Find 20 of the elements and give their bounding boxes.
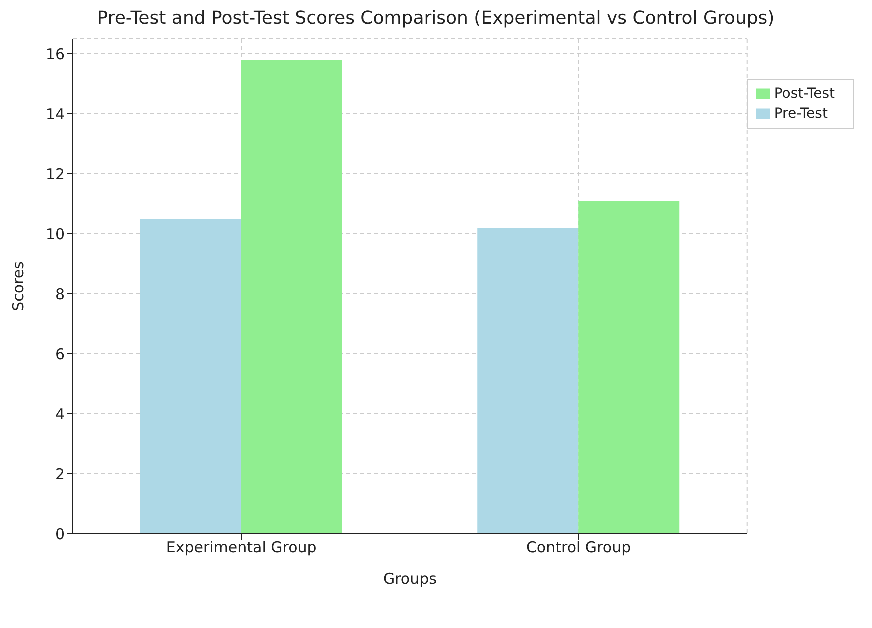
- bar: [241, 60, 342, 534]
- bar: [578, 201, 680, 534]
- bar: [478, 228, 579, 534]
- x-axis-title: Groups: [383, 570, 438, 588]
- legend-label: Post-Test: [774, 86, 835, 102]
- y-tick-label: 16: [46, 45, 65, 64]
- x-tick-label: Control Group: [526, 538, 632, 557]
- y-tick-label: 0: [55, 525, 65, 544]
- chart-title: Pre-Test and Post-Test Scores Comparison (Experimental vs Control Groups): [96, 8, 776, 29]
- y-axis-title: Scores: [9, 261, 28, 312]
- bar: [140, 219, 242, 534]
- y-tick-label: 12: [46, 165, 65, 184]
- y-tick-label: 6: [55, 345, 65, 364]
- y-tick-label: 4: [55, 405, 65, 424]
- y-tick-label: 14: [46, 105, 65, 124]
- x-tick-label: Experimental Group: [166, 538, 317, 557]
- y-tick-label: 10: [46, 225, 65, 244]
- y-tick-label: 2: [55, 465, 65, 484]
- legend-label: Pre-Test: [774, 106, 828, 122]
- y-tick-label: 8: [55, 285, 65, 304]
